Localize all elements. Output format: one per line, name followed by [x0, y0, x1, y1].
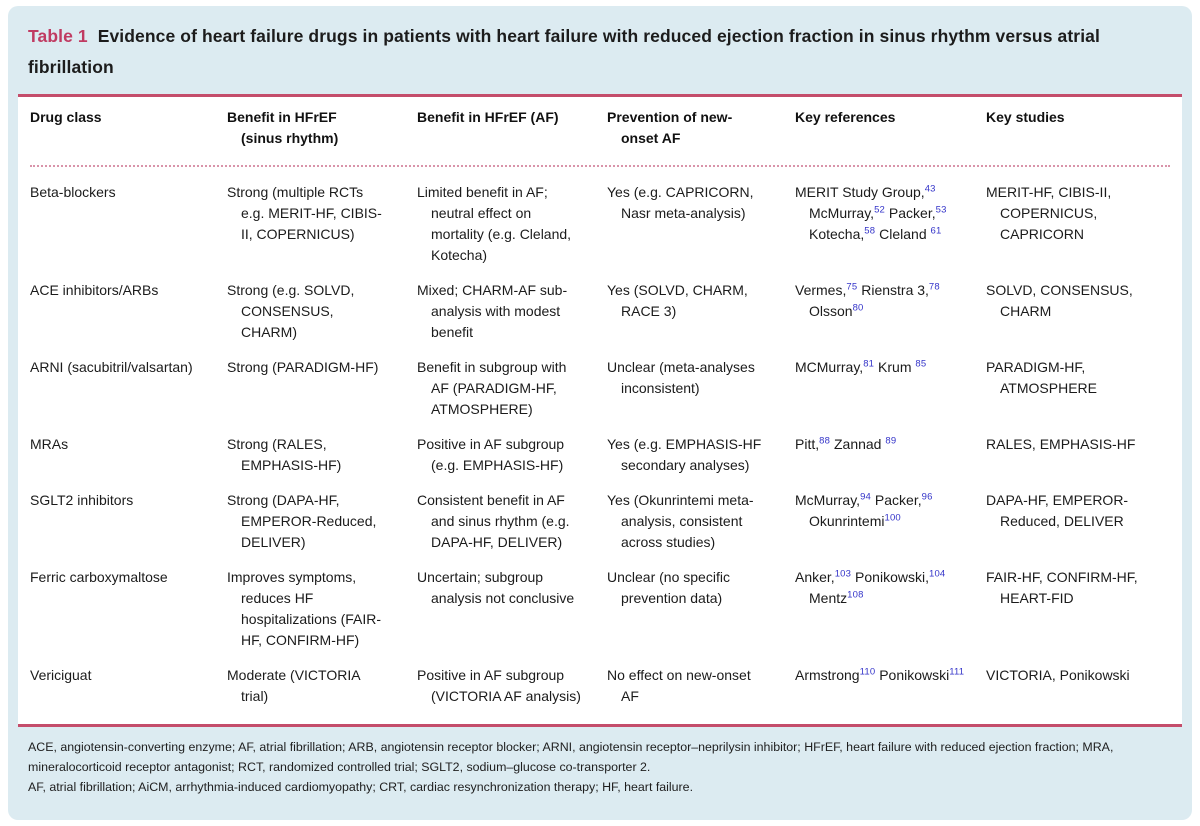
table-row: ACE inhibitors/ARBs Strong (e.g. SOLVD, …: [30, 273, 1170, 350]
cell-key-studies: MERIT-HF, CIBIS-II, COPERNICUS, CAPRICOR…: [986, 184, 1112, 243]
table-title-text: Evidence of heart failure drugs in patie…: [28, 26, 1100, 77]
citation-link[interactable]: 75: [846, 281, 858, 293]
column-header-0: Drug class: [30, 109, 102, 126]
cell-key-studies: FAIR-HF, CONFIRM-HF, HEART-FID: [986, 569, 1138, 607]
citation-link[interactable]: 58: [864, 225, 876, 237]
cell-key-references: MCMurray,81 Krum 85: [795, 358, 927, 376]
cell-prevention-new-onset-af: Unclear (meta-analyses inconsistent): [607, 359, 755, 397]
cell-drug-class: SGLT2 inhibitors: [30, 492, 134, 509]
column-header-4: Key references: [795, 109, 896, 126]
cell-prevention-new-onset-af: Yes (e.g. CAPRICORN, Nasr meta-analysis): [607, 184, 754, 222]
cell-key-references: Anker,103 Ponikowski,104 Mentz108: [795, 568, 946, 607]
citation-link[interactable]: 80: [852, 302, 864, 314]
cell-drug-class: ARNI (sacubitril/valsartan): [30, 359, 193, 376]
table-title: Table 1 Evidence of heart failure drugs i…: [18, 8, 1182, 94]
cell-benefit-af: Mixed; CHARM-AF sub-analysis with modest…: [417, 282, 568, 341]
cell-prevention-new-onset-af: Yes (e.g. EMPHASIS-HF secondary analyses…: [607, 436, 762, 474]
cell-benefit-af: Consistent benefit in AF and sinus rhyth…: [417, 492, 570, 551]
citation-link[interactable]: 52: [874, 204, 886, 216]
column-header-2: Benefit in HFrEF (AF): [417, 109, 559, 126]
cell-drug-class: Vericiguat: [30, 667, 92, 684]
table-footnotes: ACE, angiotensin-converting enzyme; AF, …: [18, 727, 1182, 802]
cell-key-studies: SOLVD, CONSENSUS, CHARM: [986, 282, 1133, 320]
table-card: Table 1 Evidence of heart failure drugs i…: [8, 6, 1192, 820]
table-row: Vericiguat Moderate (VICTORIA trial) Pos…: [30, 658, 1170, 714]
cell-key-studies: DAPA-HF, EMPEROR-Reduced, DELIVER: [986, 492, 1129, 530]
cell-drug-class: Beta-blockers: [30, 184, 116, 201]
column-header-5: Key studies: [986, 109, 1065, 126]
table-body: Beta-blockers Strong (multiple RCTs e.g.…: [30, 167, 1170, 724]
cell-benefit-sinus: Strong (e.g. SOLVD, CONSENSUS, CHARM): [227, 282, 355, 341]
cell-prevention-new-onset-af: Yes (SOLVD, CHARM, RACE 3): [607, 282, 748, 320]
cell-benefit-af: Positive in AF subgroup (e.g. EMPHASIS-H…: [417, 436, 565, 474]
citation-link[interactable]: 88: [819, 435, 831, 447]
cell-drug-class: ACE inhibitors/ARBs: [30, 282, 159, 299]
cell-key-studies: PARADIGM-HF, ATMOSPHERE: [986, 359, 1097, 397]
evidence-table: Drug class Benefit in HFrEF (sinus rhythm…: [18, 94, 1182, 728]
table-header-row: Drug class Benefit in HFrEF (sinus rhythm…: [30, 97, 1170, 168]
citation-link[interactable]: 94: [860, 491, 872, 503]
citation-link[interactable]: 85: [915, 358, 927, 370]
citation-link[interactable]: 104: [928, 568, 946, 580]
cell-benefit-sinus: Strong (multiple RCTs e.g. MERIT-HF, CIB…: [227, 184, 382, 243]
cell-benefit-af: Benefit in subgroup with AF (PARADIGM-HF…: [417, 359, 567, 418]
cell-key-references: Armstrong110 Ponikowski111: [795, 666, 965, 684]
table-row: SGLT2 inhibitors Strong (DAPA-HF, EMPERO…: [30, 483, 1170, 560]
cell-key-studies: RALES, EMPHASIS-HF: [986, 436, 1136, 453]
cell-key-references: Pitt,88 Zannad 89: [795, 435, 897, 453]
column-header-3: Prevention of new-onset AF: [607, 109, 733, 147]
citation-link[interactable]: 81: [863, 358, 875, 370]
citation-link[interactable]: 53: [935, 204, 947, 216]
citation-link[interactable]: 110: [859, 666, 876, 678]
cell-benefit-sinus: Moderate (VICTORIA trial): [227, 667, 360, 705]
citation-link[interactable]: 43: [924, 183, 936, 195]
column-header-1: Benefit in HFrEF (sinus rhythm): [227, 109, 339, 147]
table-row: MRAs Strong (RALES, EMPHASIS-HF) Positiv…: [30, 427, 1170, 483]
citation-link[interactable]: 100: [884, 512, 901, 524]
cell-prevention-new-onset-af: No effect on new-onset AF: [607, 667, 751, 705]
citation-link[interactable]: 78: [928, 281, 940, 293]
cell-drug-class: MRAs: [30, 436, 69, 453]
cell-prevention-new-onset-af: Yes (Okunrintemi meta-analysis, consiste…: [607, 492, 754, 551]
cell-key-studies: VICTORIA, Ponikowski: [986, 667, 1130, 684]
table-number-label: Table 1: [28, 26, 88, 46]
table-row: Beta-blockers Strong (multiple RCTs e.g.…: [30, 175, 1170, 273]
cell-key-references: MERIT Study Group,43 McMurray,52 Packer,…: [795, 183, 947, 243]
cell-benefit-af: Uncertain; subgroup analysis not conclus…: [417, 569, 575, 607]
footnote-abbreviations-2: AF, atrial fibrillation; AiCM, arrhythmi…: [28, 779, 694, 794]
cell-benefit-sinus: Strong (PARADIGM-HF): [227, 359, 379, 376]
cell-drug-class: Ferric carboxymaltose: [30, 569, 168, 586]
table-row: ARNI (sacubitril/valsartan) Strong (PARA…: [30, 350, 1170, 427]
citation-link[interactable]: 61: [930, 225, 942, 237]
citation-link[interactable]: 89: [885, 435, 897, 447]
cell-key-references: Vermes,75 Rienstra 3,78 Olsson80: [795, 281, 940, 320]
cell-benefit-sinus: Improves symptoms, reduces HF hospitaliz…: [227, 569, 382, 649]
cell-prevention-new-onset-af: Unclear (no specific prevention data): [607, 569, 730, 607]
citation-link[interactable]: 96: [921, 491, 933, 503]
table-row: Ferric carboxymaltose Improves symptoms,…: [30, 560, 1170, 658]
citation-link[interactable]: 108: [847, 589, 864, 601]
citation-link[interactable]: 111: [949, 666, 965, 678]
cell-benefit-sinus: Strong (DAPA-HF, EMPEROR-Reduced, DELIVE…: [227, 492, 377, 551]
cell-key-references: McMurray,94 Packer,96 Okunrintemi100: [795, 491, 933, 530]
cell-benefit-sinus: Strong (RALES, EMPHASIS-HF): [227, 436, 342, 474]
footnote-abbreviations-1: ACE, angiotensin-converting enzyme; AF, …: [28, 740, 1114, 775]
citation-link[interactable]: 103: [834, 568, 852, 580]
cell-benefit-af: Positive in AF subgroup (VICTORIA AF ana…: [417, 667, 581, 705]
cell-benefit-af: Limited benefit in AF; neutral effect on…: [417, 184, 572, 264]
